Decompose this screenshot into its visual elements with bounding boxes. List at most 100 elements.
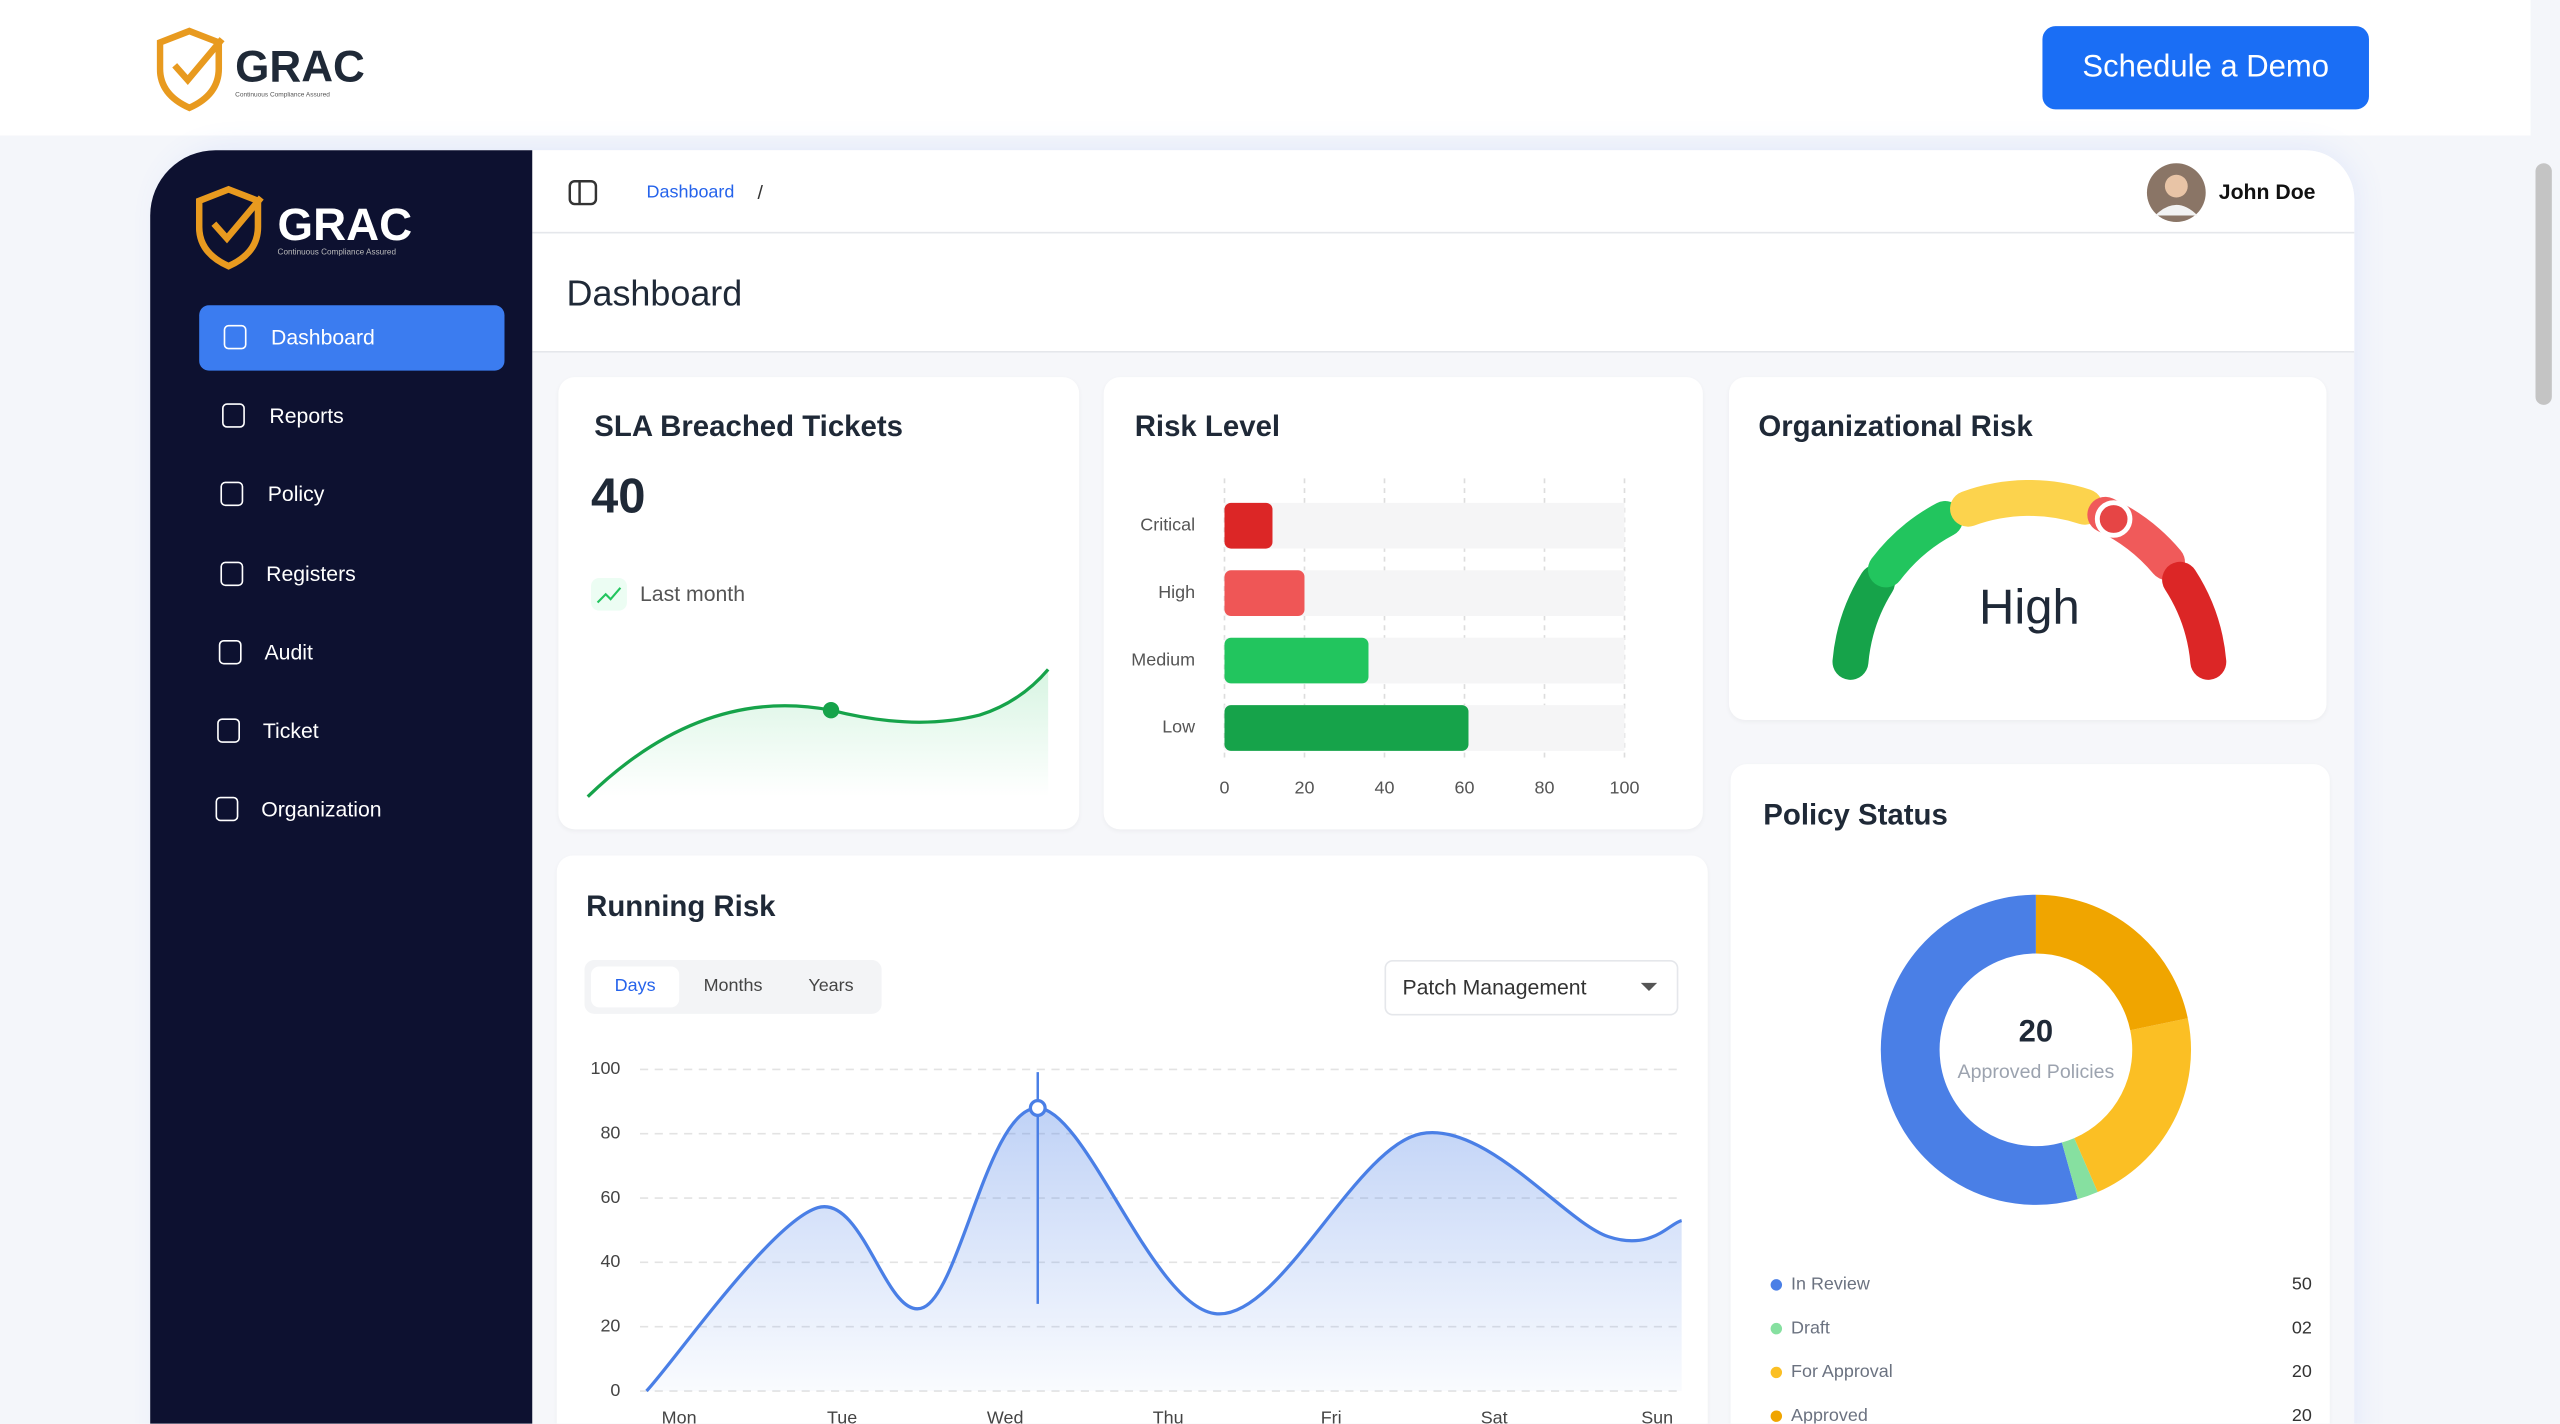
sla-value: 40	[591, 470, 646, 525]
card-title: Organizational Risk	[1758, 409, 2033, 443]
gauge-segment	[1950, 480, 2103, 527]
gauge-segment	[2162, 561, 2227, 680]
donut-segment	[2061, 1137, 2098, 1200]
legend-value: 02	[2292, 1317, 2312, 1337]
nav-item[interactable]: Reports	[269, 403, 344, 429]
card-title: SLA Breached Tickets	[594, 409, 904, 443]
breadcrumb-separator: /	[757, 181, 764, 205]
donut-segment	[1880, 894, 2078, 1205]
y-tick-label: Low	[1162, 717, 1195, 737]
nav-active[interactable]	[199, 305, 505, 371]
sparkline-point	[822, 702, 840, 719]
nav-icon[interactable]	[222, 403, 246, 429]
x-tick-label: Wed	[987, 1408, 1024, 1424]
card-title: Running Risk	[586, 889, 776, 923]
x-tick-label: Sun	[1641, 1408, 1673, 1424]
nav-icon[interactable]	[219, 560, 243, 586]
nav-item[interactable]: Organization	[261, 797, 382, 822]
tab-active[interactable]	[591, 966, 680, 1008]
y-tick-label: 0	[610, 1380, 620, 1400]
x-tick-label: Thu	[1153, 1408, 1184, 1424]
scrollbar[interactable]	[2535, 163, 2552, 405]
bar	[1224, 570, 1305, 616]
sparkline-area	[587, 669, 1049, 797]
gauge-needle	[2094, 500, 2133, 538]
sla-period: Last month	[639, 581, 746, 606]
line	[645, 1106, 1683, 1393]
highlight-point	[1028, 1099, 1047, 1117]
sparkline	[586, 668, 1050, 798]
legend-value: 20	[2292, 1405, 2312, 1424]
area	[646, 1107, 1682, 1392]
x-tick-label: Sat	[1481, 1408, 1508, 1424]
nav-icon[interactable]	[221, 482, 244, 507]
x-tick-label: 100	[1610, 777, 1640, 797]
bar	[1224, 502, 1273, 549]
legend-label: For Approval	[1791, 1361, 1893, 1381]
legend-dot	[1770, 1366, 1783, 1379]
bar	[1224, 637, 1369, 684]
bar-track	[1224, 502, 1625, 549]
breadcrumb[interactable]: Dashboard	[646, 182, 735, 203]
avatar[interactable]	[2145, 162, 2207, 224]
sidebar-toggle[interactable]	[568, 179, 598, 206]
page-title: Dashboard	[566, 272, 743, 314]
y-tick-label: 100	[590, 1058, 620, 1078]
x-tick-label: 20	[1295, 777, 1315, 797]
nav-item[interactable]: Dashboard	[271, 324, 375, 350]
legend-label: In Review	[1791, 1274, 1870, 1294]
logo-icon	[156, 27, 225, 112]
divider	[532, 231, 2355, 234]
x-tick-label: Mon	[662, 1408, 697, 1424]
tab[interactable]: Months	[703, 976, 763, 996]
donut-segment	[2073, 1018, 2192, 1193]
sidebar-logo-icon	[195, 185, 264, 270]
nav-icon[interactable]	[218, 639, 242, 665]
app-header	[532, 150, 2355, 353]
legend-label: Approved	[1791, 1405, 1868, 1424]
trend-icon	[596, 587, 622, 604]
dropdown[interactable]	[1384, 959, 1679, 1016]
x-tick-label: 0	[1219, 777, 1229, 797]
legend-dot	[1770, 1322, 1783, 1335]
gauge-level: High	[1979, 581, 2080, 635]
y-tick-label: 60	[600, 1187, 620, 1207]
nav-item[interactable]: Registers	[266, 560, 356, 586]
bar	[1224, 705, 1469, 751]
nav-item[interactable]: Policy	[267, 482, 325, 507]
nav-item[interactable]: Ticket	[262, 718, 319, 743]
legend-dot	[1770, 1410, 1783, 1422]
gauge-segment	[1867, 501, 1964, 588]
nav-icon[interactable]	[223, 324, 247, 350]
legend-value: 50	[2292, 1274, 2312, 1294]
card-title: Policy Status	[1763, 798, 1948, 832]
legend-label: Draft	[1791, 1317, 1830, 1337]
x-tick-label: Tue	[827, 1408, 857, 1424]
donut-center-label: Approved Policies	[1958, 1061, 2115, 1083]
nav-icon[interactable]	[215, 797, 239, 822]
dropdown-value[interactable]: Patch Management	[1402, 974, 1587, 1000]
sidebar-logo-text: GRAC	[277, 199, 413, 250]
y-tick-label: 40	[600, 1251, 620, 1271]
dropdown-caret[interactable]	[1639, 981, 1659, 994]
gauge-segment	[1832, 564, 1896, 680]
legend-value: 20	[2292, 1361, 2312, 1381]
tab[interactable]: Years	[808, 976, 854, 996]
y-tick-label: 20	[600, 1315, 620, 1335]
x-tick-label: 80	[1535, 777, 1555, 797]
sidebar-tagline: Continuous Compliance Assured	[277, 248, 396, 258]
tab[interactable]: Days	[614, 976, 656, 996]
x-tick-label: 60	[1455, 777, 1475, 797]
cta-button[interactable]: Schedule a Demo	[2042, 26, 2369, 110]
y-tick-label: High	[1158, 582, 1195, 602]
nav-icon[interactable]	[217, 718, 240, 743]
nav-item[interactable]: Audit	[264, 639, 313, 665]
logo-text: GRAC	[235, 42, 365, 92]
policy-card	[1730, 764, 2330, 1424]
user-name[interactable]: John Doe	[2218, 179, 2316, 205]
donut-center-value: 20	[2019, 1014, 2054, 1049]
card-title: Risk Level	[1134, 409, 1281, 443]
y-tick-label: Medium	[1131, 649, 1195, 669]
